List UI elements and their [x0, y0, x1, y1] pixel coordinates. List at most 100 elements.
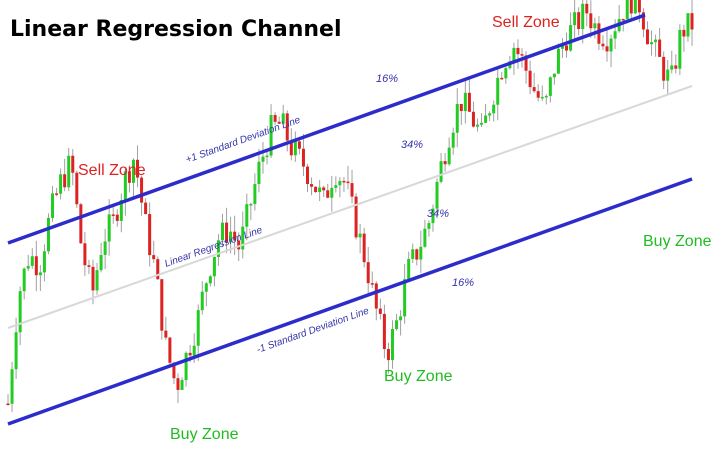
candle-down — [370, 283, 374, 285]
candle-up — [281, 113, 285, 124]
candle-up — [131, 159, 135, 183]
candle-down — [277, 121, 281, 124]
candle-up — [208, 276, 212, 284]
sell-zone-label-top: Sell Zone — [492, 14, 560, 31]
candle-down — [237, 240, 241, 250]
candle-up — [504, 68, 508, 79]
candle-down — [172, 362, 176, 379]
candle-up — [475, 124, 479, 127]
candle-down — [326, 190, 330, 198]
buy-zone-label-middle: Buy Zone — [384, 368, 453, 385]
candle-up — [556, 48, 560, 74]
candle-down — [378, 308, 382, 314]
candle-up — [686, 13, 690, 37]
candle-down — [674, 65, 678, 69]
buy-zone-label-bottom-left: Buy Zone — [170, 426, 239, 443]
candle-up — [670, 65, 674, 70]
candle-up — [196, 310, 200, 346]
candle-up — [455, 103, 459, 133]
upper-standard-deviation-line — [7, 13, 646, 245]
candle-up — [666, 69, 670, 81]
candle-up — [435, 181, 439, 209]
candle-up — [293, 141, 297, 156]
candle-up — [95, 270, 99, 291]
candle-down — [516, 47, 520, 55]
candle-down — [115, 214, 119, 221]
candle-down — [63, 174, 67, 188]
candle-up — [107, 214, 111, 242]
candle-up — [261, 156, 265, 162]
candle-down — [273, 115, 277, 122]
candle-down — [322, 187, 326, 191]
buy-zone-label-right: Buy Zone — [643, 233, 712, 250]
chart-title: Linear Regression Channel — [10, 17, 341, 42]
candle-down — [565, 45, 569, 51]
candle-up — [480, 122, 484, 125]
candle-down — [443, 161, 447, 165]
candle-down — [524, 55, 528, 71]
candle-up — [30, 256, 34, 266]
candle-up — [411, 249, 415, 259]
candle-up — [334, 185, 338, 188]
candle-down — [528, 70, 532, 88]
candle-down — [225, 222, 229, 243]
candle-down — [87, 265, 91, 267]
candle-down — [55, 193, 59, 195]
candle-down — [386, 348, 390, 361]
candle-down — [127, 171, 131, 183]
candle-up — [192, 345, 196, 356]
candle-up — [447, 147, 451, 165]
candle-up — [358, 233, 362, 238]
candle-up — [119, 199, 123, 221]
candle-up — [318, 187, 322, 193]
candle-up — [439, 161, 443, 182]
candle-down — [144, 202, 148, 215]
candle-down — [621, 18, 625, 21]
percent-label-bottom: 16% — [452, 277, 474, 289]
candle-up — [10, 369, 14, 404]
candle-up — [245, 204, 249, 227]
candle-down — [91, 266, 95, 291]
candle-down — [71, 155, 75, 173]
candle-up — [180, 380, 184, 390]
candle-up — [26, 265, 30, 269]
candle-up — [540, 96, 544, 99]
candle-down — [601, 43, 605, 47]
candlestick-series — [6, 0, 694, 413]
candle-up — [212, 257, 216, 277]
candle-down — [168, 337, 172, 363]
candle-up — [512, 47, 516, 62]
candle-up — [573, 12, 577, 26]
lower-standard-deviation-line — [7, 177, 693, 426]
candle-down — [111, 214, 115, 216]
candle-up — [241, 226, 245, 250]
sell-zone-label-left: Sell Zone — [78, 162, 146, 179]
candle-down — [306, 166, 310, 185]
candle-up — [269, 115, 273, 156]
candle-down — [362, 233, 366, 263]
candle-up — [265, 155, 269, 158]
percent-label-top: 16% — [376, 73, 398, 85]
candle-up — [257, 161, 261, 185]
candle-down — [289, 140, 293, 156]
candle-up — [407, 258, 411, 280]
candle-up — [253, 184, 257, 204]
candle-up — [609, 38, 613, 52]
candle-down — [350, 183, 354, 197]
candle-down — [471, 111, 475, 127]
candle-down — [136, 159, 140, 178]
candle-down — [285, 113, 289, 141]
candle-up — [249, 203, 253, 206]
candle-down — [374, 283, 378, 309]
candle-up — [625, 0, 629, 20]
candle-up — [560, 45, 564, 49]
candle-up — [484, 115, 488, 123]
candle-down — [297, 141, 301, 149]
candle-up — [390, 329, 394, 361]
candle-down — [500, 77, 504, 80]
candle-up — [67, 155, 71, 188]
candle-up — [46, 217, 50, 252]
candle-up — [123, 171, 127, 200]
candle-up — [423, 228, 427, 247]
candle-up — [419, 246, 423, 260]
